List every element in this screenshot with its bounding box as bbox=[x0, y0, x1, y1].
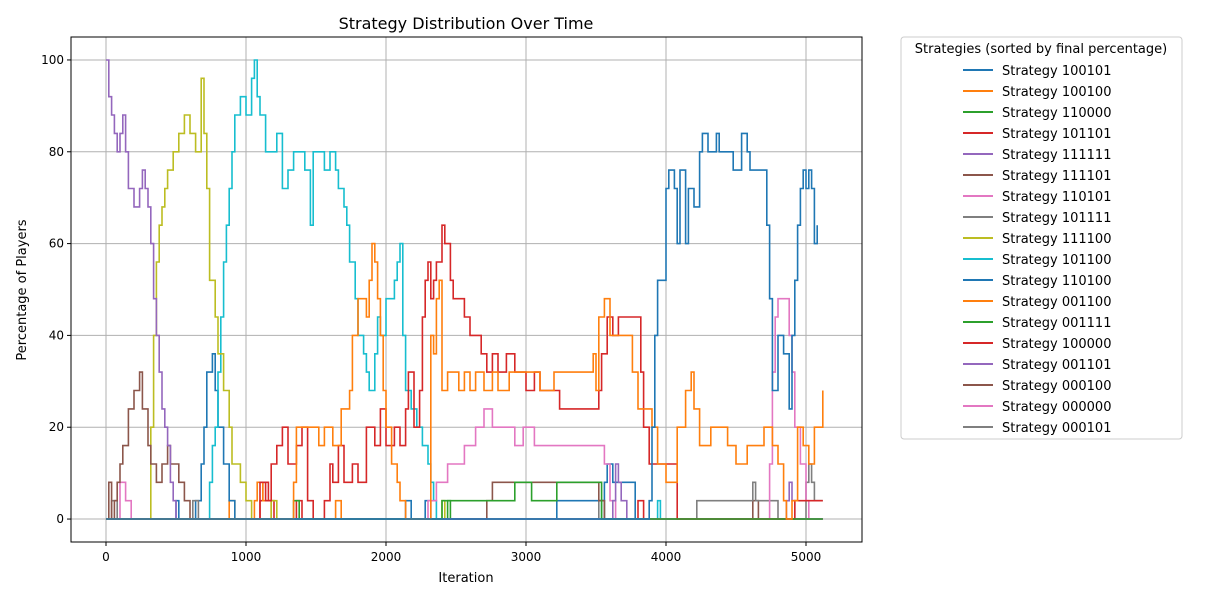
y-tick-label: 100 bbox=[41, 53, 64, 67]
legend-title: Strategies (sorted by final percentage) bbox=[915, 42, 1167, 57]
legend-label: Strategy 100101 bbox=[1002, 64, 1111, 79]
x-tick-label: 1000 bbox=[231, 550, 262, 564]
x-tick-label: 5000 bbox=[791, 550, 822, 564]
legend-label: Strategy 101101 bbox=[1002, 127, 1111, 142]
legend-label: Strategy 001100 bbox=[1002, 295, 1111, 310]
y-tick-label: 0 bbox=[56, 512, 64, 526]
legend-label: Strategy 000101 bbox=[1002, 421, 1111, 436]
y-tick-label: 20 bbox=[49, 420, 64, 434]
y-tick-label: 40 bbox=[49, 328, 64, 342]
legend-items: Strategy 100101 Strategy 100100 Strategy 1… bbox=[963, 64, 1111, 436]
series-line-2 bbox=[106, 242, 824, 520]
legend-label: Strategy 111111 bbox=[1002, 148, 1111, 163]
x-tick-label: 3000 bbox=[511, 550, 542, 564]
series-lines bbox=[106, 59, 824, 520]
plot-area bbox=[70, 36, 863, 543]
y-tick-label: 60 bbox=[49, 237, 64, 251]
legend-label: Strategy 101100 bbox=[1002, 253, 1111, 268]
legend-label: Strategy 000000 bbox=[1002, 400, 1111, 415]
chart-title: Strategy Distribution Over Time bbox=[339, 14, 594, 33]
legend-label: Strategy 111100 bbox=[1002, 232, 1111, 247]
legend-label: Strategy 110000 bbox=[1002, 106, 1111, 121]
legend-label: Strategy 101111 bbox=[1002, 211, 1111, 226]
series-line-5 bbox=[106, 59, 823, 520]
series-line-10 bbox=[106, 59, 823, 520]
x-axis-label: Iteration bbox=[438, 571, 493, 586]
legend-label: Strategy 111101 bbox=[1002, 169, 1111, 184]
legend-label: Strategy 001111 bbox=[1002, 316, 1111, 331]
legend-frame bbox=[900, 36, 1183, 440]
legend-label: Strategy 110100 bbox=[1002, 274, 1111, 289]
legend: Strategies (sorted by final percentage) … bbox=[900, 36, 1183, 440]
series-line-6 bbox=[106, 371, 823, 520]
x-tick-label: 2000 bbox=[371, 550, 402, 564]
axis-ticks: 0 1000 2000 3000 4000 5000 0 20 40 60 80 100 bbox=[41, 53, 821, 564]
y-tick-label: 80 bbox=[49, 145, 64, 159]
series-line-1 bbox=[106, 132, 818, 520]
x-tick-label: 4000 bbox=[651, 550, 682, 564]
legend-label: Strategy 110101 bbox=[1002, 190, 1111, 205]
legend-label: Strategy 001101 bbox=[1002, 358, 1111, 373]
x-tick-label: 0 bbox=[102, 550, 110, 564]
y-axis-label: Percentage of Players bbox=[15, 219, 30, 360]
legend-label: Strategy 000100 bbox=[1002, 379, 1111, 394]
series-line-3 bbox=[106, 481, 823, 520]
legend-label: Strategy 100100 bbox=[1002, 85, 1111, 100]
legend-label: Strategy 100000 bbox=[1002, 337, 1111, 352]
